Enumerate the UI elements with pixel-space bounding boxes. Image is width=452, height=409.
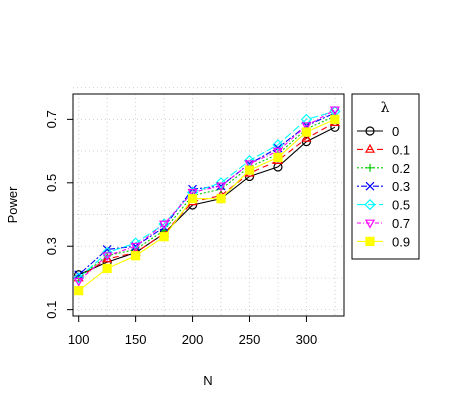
y-tick-label: 0.1 [44, 301, 59, 319]
series-line [78, 109, 336, 282]
point-marker [129, 237, 142, 249]
point-marker [102, 252, 113, 262]
point-marker [244, 160, 255, 170]
x-axis-title: N [203, 373, 212, 388]
legend-label: 0.5 [392, 198, 410, 213]
point-marker [159, 232, 169, 242]
point-marker [215, 177, 227, 189]
y-axis: 0.1 0.3 0.5 0.7 [44, 110, 73, 319]
point-marker [366, 163, 374, 172]
legend: λ 0 0.1 0.2 0.3 0.5 0.7 0.9 [351, 93, 420, 260]
point-marker [365, 181, 375, 191]
legend-item: 0.3 [357, 179, 410, 194]
series-line [78, 118, 336, 292]
legend-item: 0.7 [357, 216, 410, 231]
x-tick-label: 150 [125, 332, 147, 347]
point-marker [74, 270, 84, 280]
series-0.5 [73, 105, 341, 284]
point-marker [272, 147, 283, 157]
point-marker [301, 132, 312, 142]
legend-items: 0 0.1 0.2 0.3 0.5 0.7 0.9 [357, 124, 410, 249]
x-tick-label: 200 [182, 332, 204, 347]
series-0.7 [73, 106, 340, 287]
point-marker [130, 242, 141, 252]
legend-item: 0.5 [357, 198, 410, 213]
legend-item: 0 [357, 124, 399, 139]
y-tick-label: 0.3 [44, 237, 59, 255]
legend-label: 0.7 [392, 216, 410, 231]
series-0.2 [74, 112, 339, 282]
point-marker [301, 122, 312, 132]
point-marker [102, 263, 112, 274]
series-layer [73, 105, 341, 296]
y-tick-label: 0.5 [44, 174, 59, 192]
legend-label: 0 [392, 124, 399, 139]
legend-box [351, 93, 420, 260]
point-marker [243, 154, 256, 167]
point-marker [73, 277, 84, 287]
x-tick-label: 250 [239, 332, 261, 347]
series-line [78, 115, 336, 279]
point-marker [101, 246, 113, 259]
series-line [78, 110, 336, 279]
series-0.9 [74, 114, 340, 296]
series-line [78, 122, 336, 279]
legend-item: 0.9 [357, 234, 410, 249]
x-axis: 100 150 200 250 300 [68, 316, 317, 347]
point-marker [187, 194, 198, 204]
point-marker [187, 188, 198, 198]
point-marker [272, 139, 284, 151]
legend-label: 0.9 [392, 234, 410, 249]
point-marker [365, 236, 375, 246]
point-marker [330, 114, 340, 124]
point-marker [364, 219, 376, 229]
point-marker [73, 272, 85, 284]
y-tick-label: 0.7 [44, 110, 59, 128]
point-marker [159, 220, 170, 230]
legend-label: 0.1 [392, 142, 410, 157]
point-marker [364, 143, 376, 153]
series-0 [74, 122, 340, 280]
point-marker [102, 253, 113, 263]
legend-label: 0.2 [392, 161, 410, 176]
legend-title: λ [381, 100, 390, 116]
point-marker [74, 286, 84, 296]
point-marker [131, 251, 141, 261]
point-marker [216, 194, 226, 204]
point-marker [301, 127, 312, 137]
x-tick-label: 300 [296, 332, 318, 347]
point-marker [244, 165, 255, 175]
legend-item: 0.2 [357, 161, 410, 176]
legend-label: 0.3 [392, 179, 410, 194]
series-line [78, 126, 336, 276]
legend-item: 0.1 [357, 142, 410, 157]
series-line [78, 112, 336, 276]
point-marker [365, 126, 375, 136]
point-marker [329, 106, 340, 116]
point-marker [364, 198, 376, 211]
point-marker [273, 152, 283, 163]
y-axis-title: Power [5, 186, 20, 224]
point-marker [216, 182, 227, 192]
series-0.1 [73, 116, 340, 282]
plot-frame [72, 93, 345, 317]
x-tick-label: 100 [68, 332, 90, 347]
point-marker [300, 113, 313, 126]
